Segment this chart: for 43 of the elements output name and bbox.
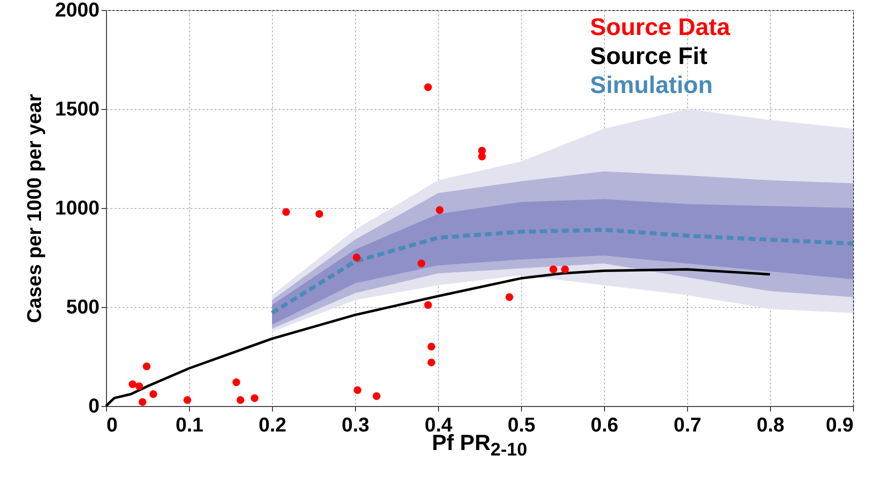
text: Source Fit: [590, 43, 708, 70]
y-axis-title: Cases per 1000 per year: [24, 94, 46, 324]
y-tick-label: 500: [66, 296, 100, 318]
point: [561, 266, 569, 274]
line-series: [270, 228, 855, 315]
y-tick-label: 2000: [55, 0, 100, 22]
point: [372, 392, 380, 400]
point: [135, 382, 144, 390]
point: [352, 254, 361, 262]
point: [232, 378, 240, 386]
point: [427, 342, 436, 350]
point: [183, 396, 192, 404]
point: [354, 386, 362, 394]
text: Simulation: [590, 72, 713, 99]
point: [424, 301, 432, 309]
point: [549, 266, 558, 274]
point: [142, 362, 151, 370]
point: [250, 394, 258, 402]
point: [236, 396, 244, 404]
x-tick-label: 0.3: [342, 414, 370, 436]
point: [282, 208, 290, 216]
x-tick-label: 0.1: [176, 414, 204, 436]
point: [128, 380, 136, 388]
point: [138, 398, 146, 406]
point: [436, 206, 444, 214]
point: [427, 358, 436, 366]
x-tick-label: 0.2: [258, 414, 286, 436]
point: [149, 390, 158, 398]
y-tick-label: 0: [88, 396, 100, 418]
x-tick-label: 0.8: [756, 414, 784, 436]
point: [315, 210, 324, 218]
x-tick-label: 0.7: [674, 414, 702, 436]
x-tick-label: 0.6: [590, 414, 618, 436]
x-tick-label: 0: [106, 414, 118, 436]
x-tick-label: 0.9: [826, 414, 854, 436]
point: [478, 152, 486, 160]
y-tick-label: 1000: [55, 198, 100, 220]
y-tick-label: 1500: [55, 98, 100, 120]
text: Source Data: [590, 14, 731, 41]
x-tick-label: 0.5: [508, 414, 536, 436]
point: [506, 293, 514, 301]
point: [418, 260, 426, 268]
point: [424, 83, 432, 92]
